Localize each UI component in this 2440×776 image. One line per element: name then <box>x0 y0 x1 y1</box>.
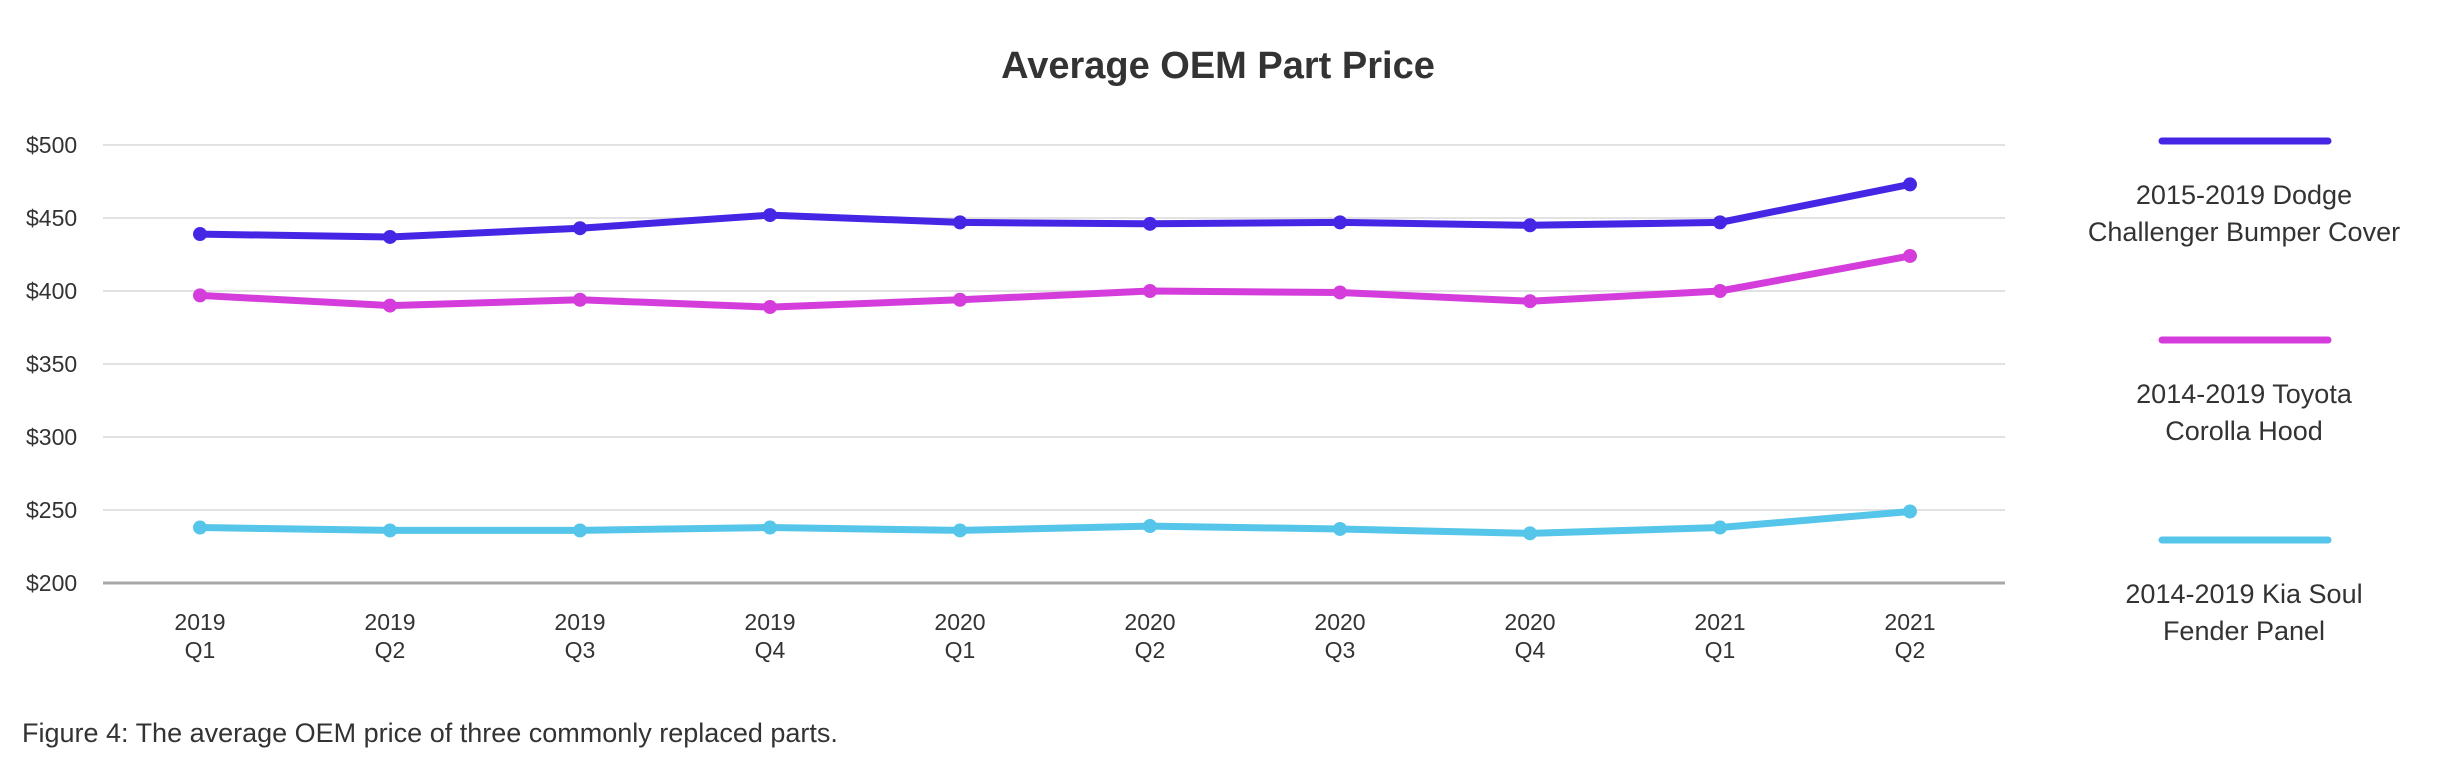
x-tick-label: 2019 <box>744 609 795 635</box>
data-point <box>1523 294 1537 309</box>
data-point <box>1523 526 1537 541</box>
x-tick-label: Q1 <box>185 637 216 663</box>
data-point <box>763 300 777 315</box>
data-point <box>1903 177 1917 192</box>
x-axis-ticks: 2019Q12019Q22019Q32019Q42020Q12020Q22020… <box>174 609 1935 663</box>
y-tick-label: $250 <box>26 497 77 523</box>
x-tick-label: 2021 <box>1884 609 1935 635</box>
data-point <box>1143 519 1157 534</box>
data-point <box>1333 521 1347 536</box>
legend-label: 2015-2019 Dodge <box>2136 180 2352 210</box>
x-tick-label: 2019 <box>174 609 225 635</box>
x-tick-label: Q3 <box>1325 637 1356 663</box>
series-line <box>196 252 1914 311</box>
data-point <box>193 520 207 535</box>
x-tick-label: 2020 <box>934 609 985 635</box>
series-line <box>196 508 1914 537</box>
x-tick-label: Q2 <box>375 637 406 663</box>
y-tick-label: $300 <box>26 424 77 450</box>
legend: 2015-2019 Dodge Challenger Bumper Cover 20… <box>2088 137 2400 646</box>
y-tick-label: $200 <box>26 570 77 596</box>
legend-label: Fender Panel <box>2163 616 2325 646</box>
data-point <box>1143 216 1157 231</box>
data-point <box>1903 504 1917 519</box>
data-point <box>193 227 207 242</box>
data-point <box>1903 248 1917 263</box>
x-tick-label: Q3 <box>565 637 596 663</box>
x-tick-label: 2020 <box>1314 609 1365 635</box>
x-tick-label: Q2 <box>1895 637 1926 663</box>
x-tick-label: 2020 <box>1124 609 1175 635</box>
legend-label: Corolla Hood <box>2165 416 2323 446</box>
y-tick-label: $400 <box>26 278 77 304</box>
data-point <box>383 229 397 244</box>
data-point <box>1713 284 1727 298</box>
data-point <box>1523 218 1537 233</box>
series-group <box>193 177 1917 541</box>
data-point <box>763 208 777 223</box>
data-point <box>1143 284 1157 298</box>
series-line <box>196 180 1914 241</box>
data-point <box>1333 285 1347 300</box>
data-point <box>573 523 587 538</box>
x-tick-label: Q1 <box>945 637 976 663</box>
data-point <box>953 215 967 230</box>
data-point <box>573 221 587 236</box>
chart-title: Average OEM Part Price <box>1001 45 1435 87</box>
data-point <box>1713 520 1727 535</box>
data-point <box>383 298 397 313</box>
data-point <box>1713 215 1727 230</box>
data-point <box>573 292 587 307</box>
data-point <box>193 288 207 303</box>
x-tick-label: 2020 <box>1504 609 1555 635</box>
figure-caption: Figure 4: The average OEM price of three… <box>22 718 838 748</box>
y-tick-label: $500 <box>26 132 77 158</box>
data-point <box>953 523 967 538</box>
x-tick-label: Q4 <box>1515 637 1546 663</box>
y-axis-ticks: $500 $450 $400 $350 $300 $250 $200 <box>26 132 77 596</box>
y-tick-label: $450 <box>26 205 77 231</box>
data-point <box>763 520 777 535</box>
x-tick-label: Q4 <box>755 637 786 663</box>
x-tick-label: 2019 <box>554 609 605 635</box>
data-point <box>383 523 397 538</box>
x-tick-label: Q2 <box>1135 637 1166 663</box>
data-point <box>953 292 967 307</box>
legend-label: Challenger Bumper Cover <box>2088 217 2400 247</box>
y-tick-label: $350 <box>26 351 77 377</box>
x-tick-label: 2021 <box>1694 609 1745 635</box>
legend-label: 2014-2019 Toyota <box>2136 379 2353 409</box>
gridlines <box>103 144 2005 585</box>
x-tick-label: 2019 <box>364 609 415 635</box>
data-point <box>1333 215 1347 230</box>
legend-label: 2014-2019 Kia Soul <box>2125 579 2362 609</box>
x-tick-label: Q1 <box>1705 637 1736 663</box>
